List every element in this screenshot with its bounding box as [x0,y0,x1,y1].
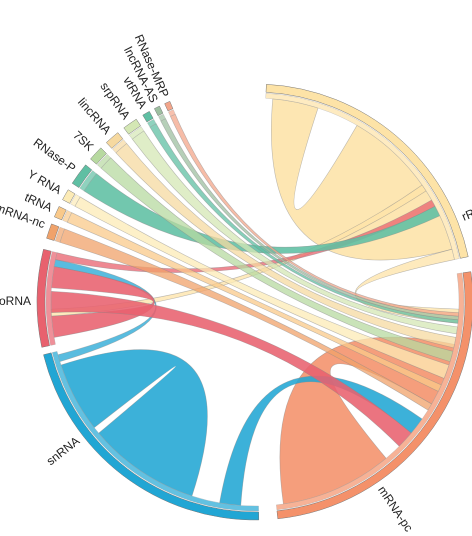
segment-arc-y-rna [62,189,76,204]
segment-arc-snrna [43,352,260,521]
segment-arc-rnase-p [71,164,93,188]
segment-label-snrna: snRNA [44,434,83,468]
ribbon-snorna-to-mrna-pc [50,291,412,447]
segment-track-lincrna [112,139,127,154]
segment-arc-mrna-nc [46,223,60,241]
segment-track-snorna [45,251,58,346]
segment-arc-srprna [123,118,141,135]
segment-track-7sk [97,154,111,169]
segment-arc-trna [54,206,67,221]
segment-arc-lincrna [106,132,124,149]
segment-label-snorna: snoRNA [0,294,31,308]
ribbon-layer [50,98,460,506]
segment-arc-lncrna-as [154,105,164,116]
segment-track-vtrna [147,119,157,128]
segment-track-rnase-mrp [168,109,176,117]
segment-track-snrna [52,351,259,512]
segment-track-mrna-pc [276,272,465,511]
segment-label-mrna-pc: mRNA-pc [375,483,416,534]
segment-label-rrna: rRNA [460,200,472,224]
segment-track-lncrna-as [158,113,166,122]
segment-label-7sk: 7SK [70,128,96,154]
segment-arc-mrna-pc [276,271,472,520]
segment-arc-rrna [265,84,469,259]
segment-track-srprna [129,126,145,140]
segment-arc-rnase-mrp [164,101,174,112]
segment-track-mrna-nc [54,226,65,243]
segment-track-rnase-p [79,170,97,192]
segment-track-rrna [265,93,460,260]
segment-track-y-rna [70,194,81,207]
segment-arc-7sk [90,147,107,165]
segment-arc-layer [36,84,472,521]
segment-arc-vtrna [142,111,154,123]
segment-arc-snorna [36,249,52,348]
segment-track-trna [62,210,72,223]
